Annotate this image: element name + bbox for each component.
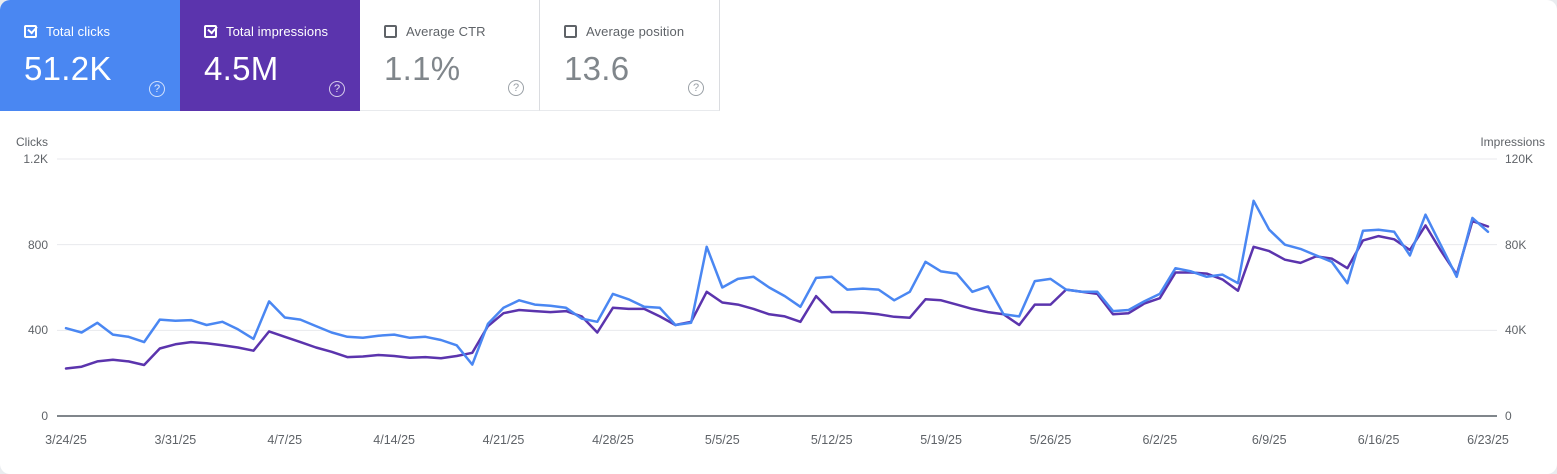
chart-plot-area bbox=[57, 158, 1497, 417]
checkbox-checked-icon[interactable] bbox=[24, 25, 37, 38]
x-tick-label: 4/7/25 bbox=[267, 433, 303, 447]
series-line-total-clicks bbox=[64, 199, 1490, 366]
metric-label: Average position bbox=[586, 24, 685, 39]
y-left-tick-label: 0 bbox=[41, 409, 48, 423]
help-icon[interactable]: ? bbox=[508, 80, 524, 96]
x-tick-label: 6/23/25 bbox=[1467, 433, 1509, 447]
metric-label: Total impressions bbox=[226, 24, 329, 39]
x-tick-label: 3/24/25 bbox=[45, 433, 87, 447]
y-right-tick-label: 120K bbox=[1505, 152, 1534, 166]
y-right-tick-label: 0 bbox=[1505, 409, 1512, 423]
metric-value: 4.5M bbox=[204, 50, 279, 87]
x-tick-label: 5/12/25 bbox=[810, 433, 853, 447]
y-left-tick-label: 1.2K bbox=[23, 152, 48, 166]
checkbox-checked-icon[interactable] bbox=[204, 25, 217, 38]
series-line-total-impressions bbox=[64, 219, 1490, 370]
x-tick-label: 6/16/25 bbox=[1357, 433, 1400, 447]
metric-value: 51.2K bbox=[24, 50, 112, 87]
performance-line-chart: Clicks Impressions 1.2K 800 400 0 120K 80K 40K… bbox=[0, 111, 1557, 474]
checkbox-unchecked-icon[interactable] bbox=[384, 25, 397, 38]
x-tick-label: 4/28/25 bbox=[592, 433, 634, 447]
y-right-tick-label: 40K bbox=[1505, 323, 1527, 338]
help-icon[interactable]: ? bbox=[688, 80, 704, 96]
y-left-tick-label: 400 bbox=[27, 323, 48, 338]
x-tick-label: 5/19/25 bbox=[920, 433, 962, 447]
metric-label: Average CTR bbox=[406, 24, 486, 39]
metric-card-average-ctr[interactable]: Average CTR 1.1% ? bbox=[360, 0, 540, 111]
x-tick-label: 5/5/25 bbox=[704, 433, 740, 447]
x-tick-label: 3/31/25 bbox=[154, 433, 197, 447]
metric-label: Total clicks bbox=[46, 24, 111, 39]
y-left-tick-label: 800 bbox=[27, 237, 48, 252]
help-icon[interactable]: ? bbox=[329, 81, 345, 97]
x-tick-label: 4/14/25 bbox=[373, 433, 415, 447]
y-left-axis-title: Clicks bbox=[16, 135, 48, 149]
checkbox-unchecked-icon[interactable] bbox=[564, 25, 577, 38]
metric-card-average-position[interactable]: Average position 13.6 ? bbox=[540, 0, 720, 111]
x-tick-label: 5/26/25 bbox=[1029, 433, 1072, 447]
x-tick-label: 6/9/25 bbox=[1251, 433, 1287, 447]
metric-cards-row: Total clicks 51.2K ? Total impressions 4… bbox=[0, 0, 720, 111]
x-tick-label: 6/2/25 bbox=[1142, 433, 1178, 447]
y-right-tick-label: 80K bbox=[1505, 237, 1527, 252]
metric-card-total-clicks[interactable]: Total clicks 51.2K ? bbox=[0, 0, 180, 111]
x-tick-label: 4/21/25 bbox=[482, 433, 525, 447]
metric-value: 13.6 bbox=[564, 50, 630, 87]
y-right-axis-title: Impressions bbox=[1480, 135, 1545, 149]
metric-value: 1.1% bbox=[384, 50, 461, 87]
help-icon[interactable]: ? bbox=[149, 81, 165, 97]
metric-card-total-impressions[interactable]: Total impressions 4.5M ? bbox=[180, 0, 360, 111]
